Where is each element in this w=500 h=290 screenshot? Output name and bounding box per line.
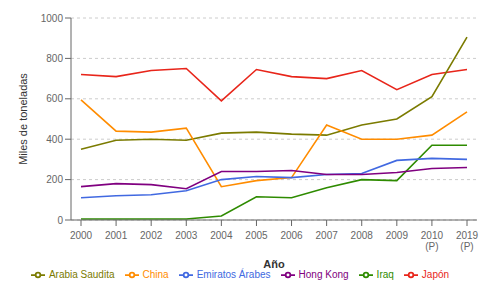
svg-text:600: 600: [46, 93, 63, 104]
svg-text:2002: 2002: [140, 230, 163, 241]
svg-text:2003: 2003: [175, 230, 198, 241]
svg-text:0: 0: [57, 215, 63, 226]
svg-text:2004: 2004: [210, 230, 233, 241]
svg-text:800: 800: [46, 53, 63, 64]
svg-text:2008: 2008: [351, 230, 374, 241]
svg-text:2019(P): 2019(P): [456, 230, 479, 252]
svg-text:2010(P): 2010(P): [421, 230, 444, 252]
html-text:Emiratos Árabes: Emiratos Árabes: [196, 268, 271, 280]
svg-text:2005: 2005: [245, 230, 268, 241]
svg-text:200: 200: [46, 174, 63, 185]
html-text:China: China: [142, 268, 169, 280]
svg-text:1000: 1000: [41, 13, 64, 24]
html-text:Japón: Japón: [421, 268, 450, 280]
svg-text:400: 400: [46, 134, 63, 145]
svg-text:Miles de toneladas: Miles de toneladas: [17, 73, 29, 165]
html-text:Arabia Saudita: Arabia Saudita: [48, 268, 115, 280]
svg-text:2006: 2006: [280, 230, 303, 241]
svg-text:2007: 2007: [316, 230, 339, 241]
svg-text:2000: 2000: [70, 230, 93, 241]
html-text:Iraq: Iraq: [376, 268, 394, 280]
svg-text:Año: Año: [263, 258, 285, 270]
svg-text:2009: 2009: [386, 230, 409, 241]
html-text:Hong Kong: Hong Kong: [298, 268, 349, 280]
svg-text:2001: 2001: [105, 230, 128, 241]
